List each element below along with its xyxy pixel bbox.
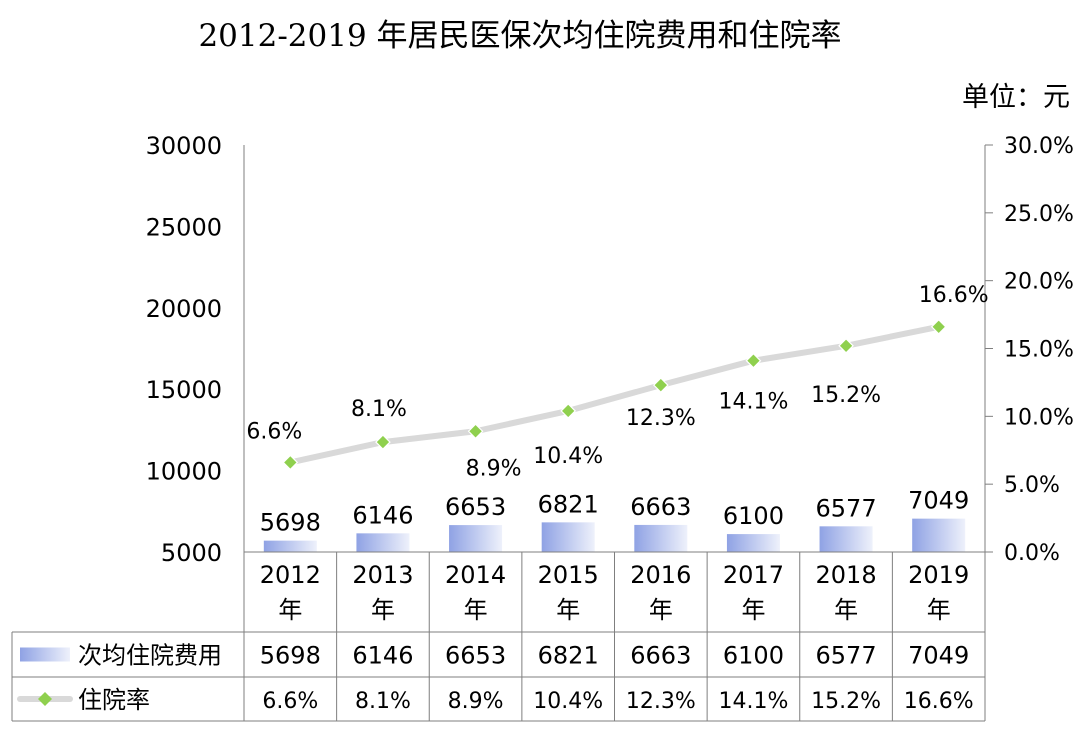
bar-data-label: 6100	[723, 502, 784, 530]
right-axis-tick-label: 15.0%	[1004, 338, 1074, 363]
rate-data-label: 6.6%	[246, 419, 302, 444]
table-cost-value: 6146	[352, 642, 413, 670]
rate-marker	[375, 434, 391, 450]
table-rate-value: 14.1%	[718, 689, 788, 714]
rate-data-label: 15.2%	[811, 383, 881, 408]
table-rate-value: 16.6%	[904, 689, 974, 714]
bar-data-label: 6146	[352, 501, 413, 529]
bar	[726, 534, 780, 552]
left-axis-tick-label: 30000	[146, 132, 222, 160]
category-label: 2013 年	[352, 561, 413, 624]
bar	[449, 525, 503, 552]
table-rate-value: 12.3%	[626, 689, 696, 714]
rate-line	[287, 323, 942, 466]
bar	[356, 533, 410, 552]
bar	[912, 518, 966, 552]
left-axis-tick-label: 10000	[146, 458, 222, 486]
right-axis-tick-label: 25.0%	[1004, 202, 1074, 227]
rate-data-label: 8.9%	[466, 456, 522, 481]
left-axis-tick-label: 20000	[146, 295, 222, 323]
table-cost-value: 5698	[260, 642, 321, 670]
rate-marker	[467, 423, 484, 440]
legend-line-label: 住院率	[78, 686, 150, 714]
bar-data-label: 6821	[538, 490, 599, 518]
table-cost-value: 6577	[816, 642, 877, 670]
right-axis-tick-label: 5.0%	[1004, 473, 1060, 498]
table-cost-value: 6653	[445, 642, 506, 670]
data-table: 2012 年 2013 年 2014 年 2015 年 2016 年 2017 年 2018 年 2019 年…	[11, 551, 986, 722]
bar	[263, 540, 317, 552]
left-axis-ticks: 30000 25000 20000 15000 10000 5000	[146, 132, 222, 567]
legend-bar-swatch	[20, 647, 70, 662]
right-axis-tick-label: 0.0%	[1004, 541, 1060, 566]
left-axis-tick-label: 5000	[161, 539, 222, 567]
rate-marker	[745, 352, 762, 369]
category-label: 2018 年	[816, 561, 877, 624]
bar-data-label: 7049	[908, 487, 969, 515]
bar-data-label: 6577	[816, 494, 877, 522]
left-axis-tick-label: 15000	[146, 376, 222, 404]
legend-bar-label: 次均住院费用	[78, 642, 222, 670]
right-axis-tick-label: 20.0%	[1004, 270, 1074, 295]
bar	[634, 524, 688, 552]
rate-marker	[282, 454, 299, 471]
bar-series: 5698 6146 6653 6821 6663 6100 6577 7049	[260, 487, 969, 552]
rate-data-label: 16.6%	[919, 283, 989, 308]
legend-line-marker	[38, 692, 52, 706]
table-rate-value: 10.4%	[533, 689, 603, 714]
rate-marker	[838, 337, 854, 354]
table-cost-value: 6100	[723, 642, 784, 670]
table-cost-value: 6663	[630, 642, 691, 670]
category-label: 2014 年	[445, 561, 506, 624]
rate-data-label: 14.1%	[718, 390, 788, 415]
category-label: 2019 年	[908, 561, 969, 624]
bar-data-label: 6653	[445, 493, 506, 521]
category-label: 2012 年	[260, 561, 321, 624]
category-label: 2016 年	[630, 561, 691, 624]
chart-title: 2012-2019 年居民医保次均住院费用和住院率	[198, 18, 841, 54]
bar	[541, 522, 595, 552]
left-axis-tick-label: 25000	[146, 213, 222, 241]
table-rate-value: 8.1%	[355, 689, 411, 714]
table-rate-value: 6.6%	[262, 689, 318, 714]
rate-data-label: 12.3%	[626, 406, 696, 431]
rate-data-label: 10.4%	[533, 444, 603, 469]
table-cost-value: 7049	[908, 642, 969, 670]
rate-marker	[652, 377, 669, 393]
rate-marker	[930, 318, 947, 335]
category-label: 2017 年	[723, 561, 784, 624]
right-axis-tick-label: 10.0%	[1004, 405, 1074, 430]
category-label: 2015 年	[538, 561, 599, 624]
right-axis-tick-label: 30.0%	[1004, 134, 1074, 159]
bar	[819, 526, 873, 552]
bar-data-label: 5698	[260, 509, 321, 537]
right-axis-ticks: 30.0% 25.0% 20.0% 15.0% 10.0% 5.0% 0.0%	[985, 134, 1074, 566]
rate-marker	[560, 403, 577, 419]
table-rate-value: 8.9%	[448, 689, 504, 714]
rate-data-label: 8.1%	[351, 397, 407, 422]
line-series: 6.6% 8.1% 8.9% 10.4% 12.3% 14.1% 15.2% 16.6%	[246, 283, 988, 481]
table-rate-value: 15.2%	[811, 689, 881, 714]
table-cost-value: 6821	[538, 642, 599, 670]
bar-data-label: 6663	[630, 493, 691, 521]
unit-label: 单位：元	[962, 82, 1070, 113]
